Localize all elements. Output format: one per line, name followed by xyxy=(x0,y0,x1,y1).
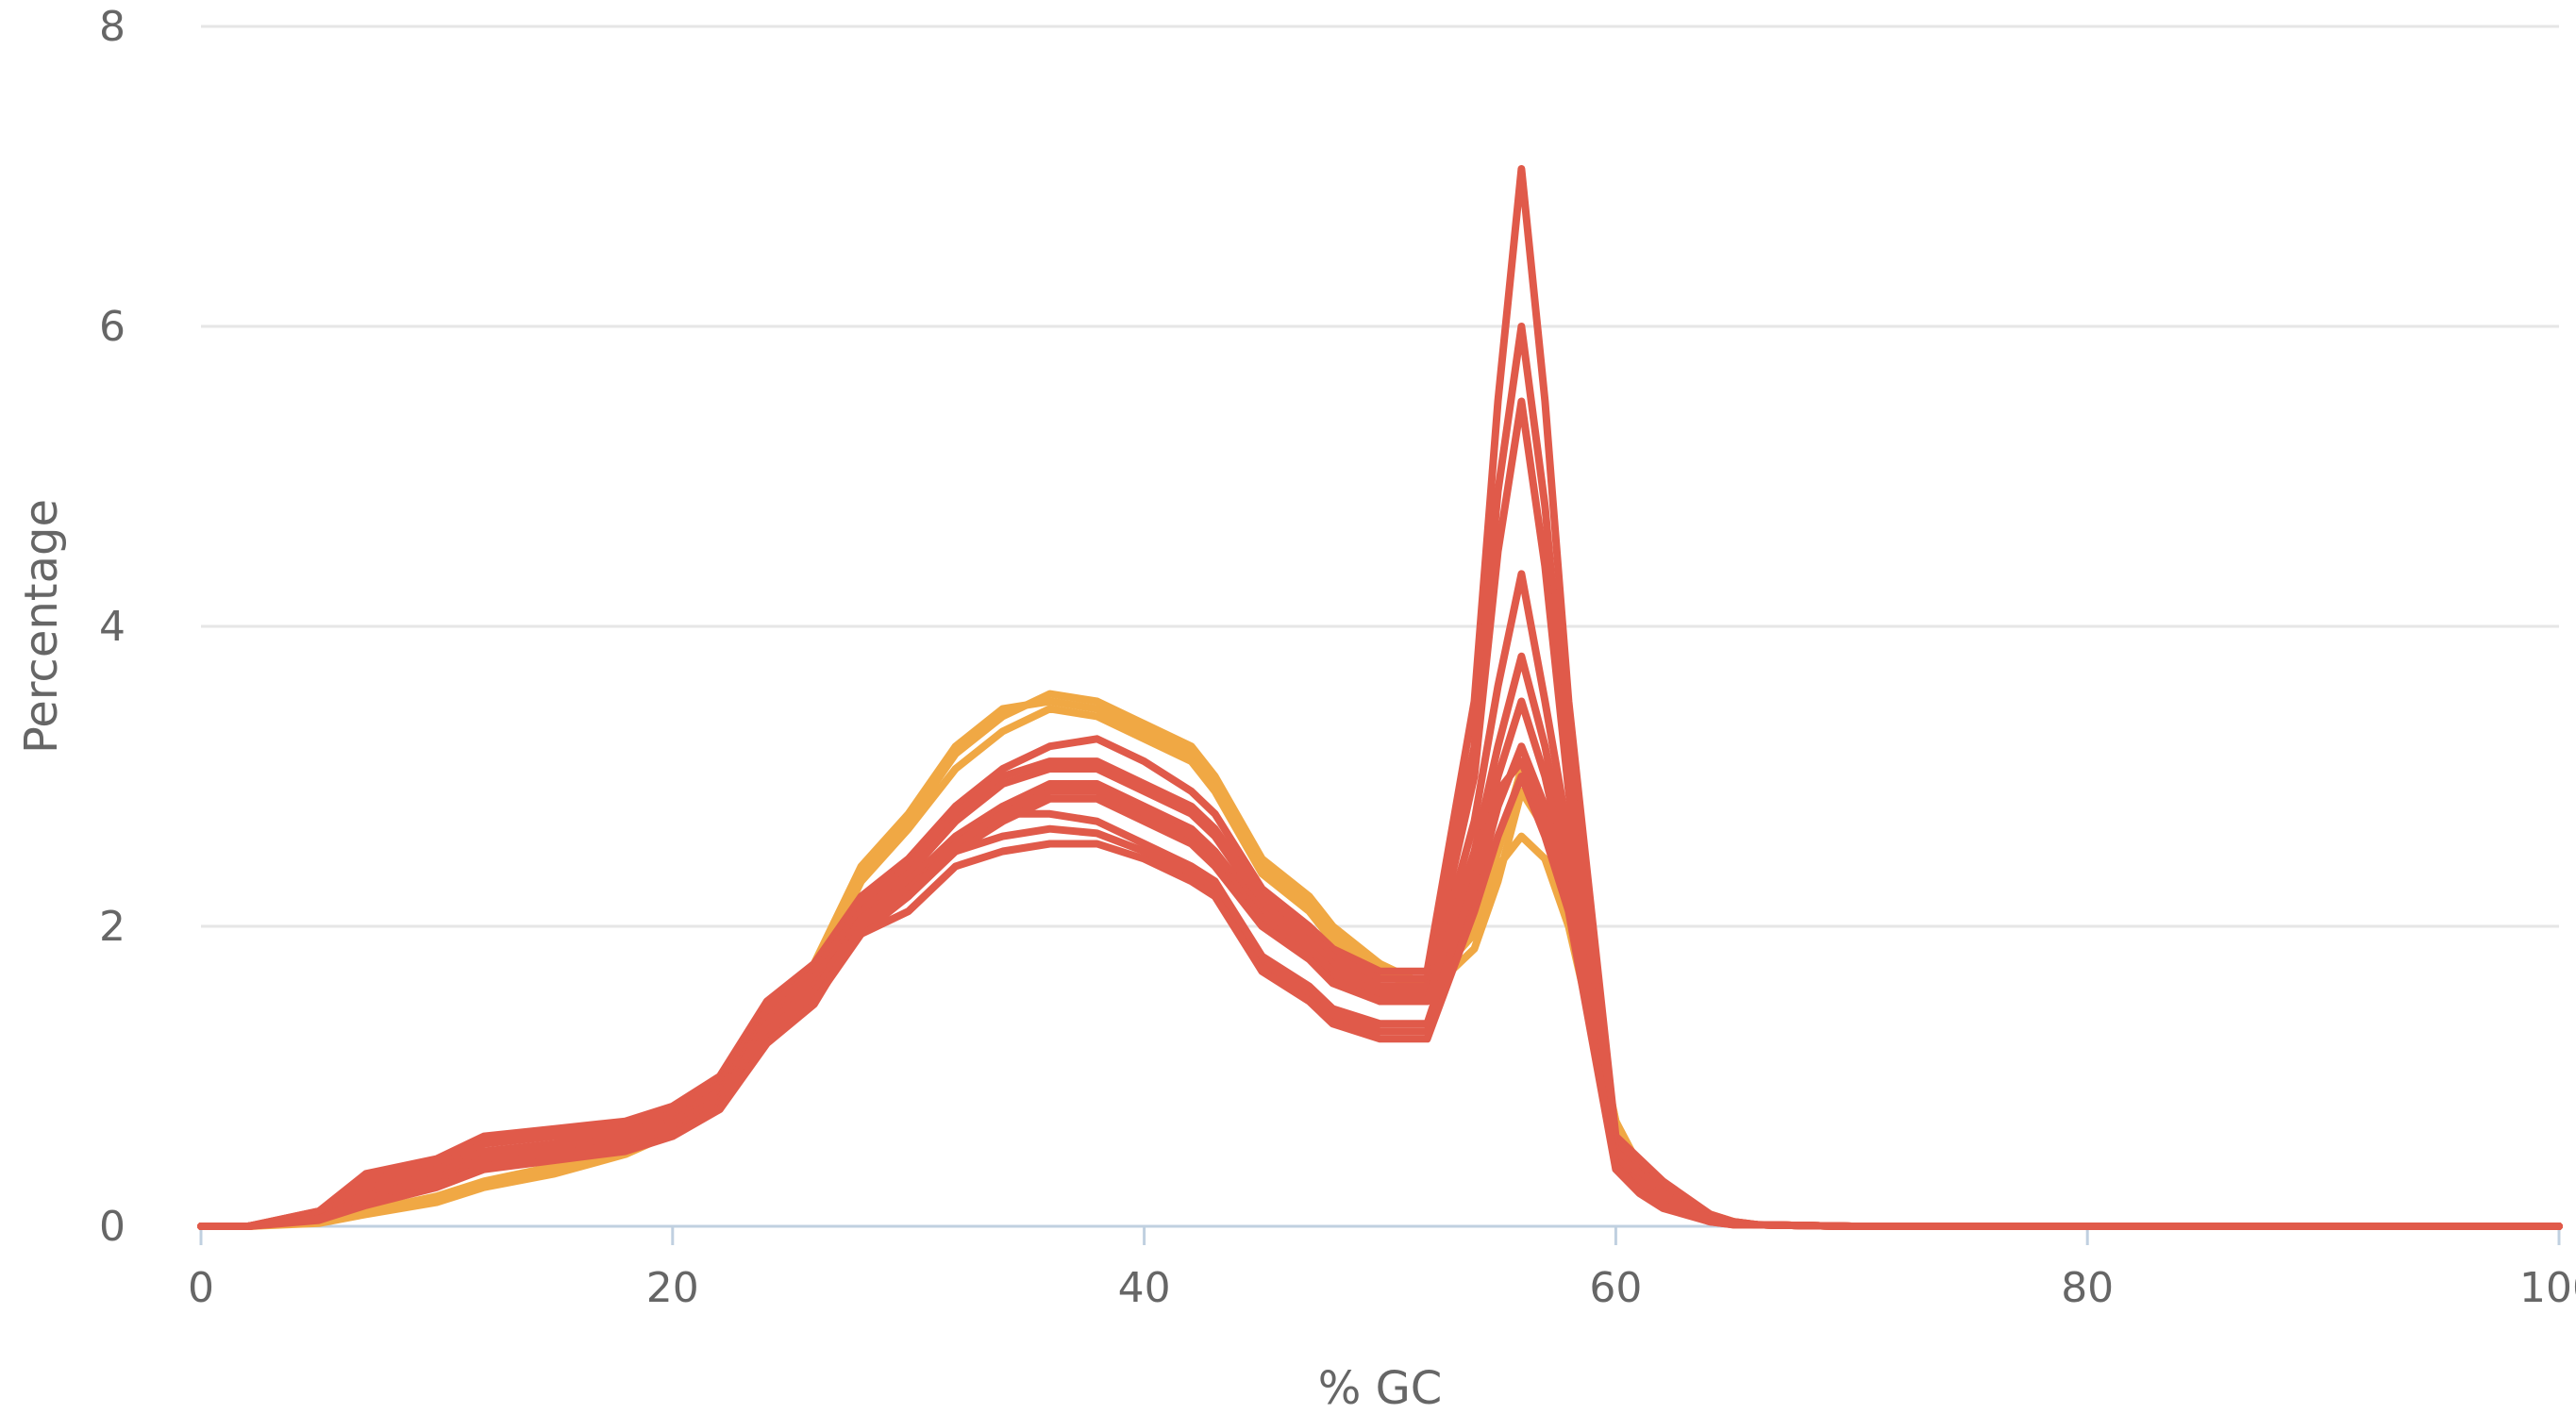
tick-labels: 02468020406080100 xyxy=(99,3,2576,1312)
x-tick-label: 100 xyxy=(2519,1264,2576,1312)
y-tick-label: 6 xyxy=(99,303,125,351)
y-tick-label: 4 xyxy=(99,603,125,651)
y-tick-label: 0 xyxy=(99,1203,125,1251)
x-tick-label: 20 xyxy=(646,1264,699,1312)
x-tick-label: 40 xyxy=(1118,1264,1171,1312)
y-axis-title: Percentage xyxy=(15,499,68,754)
grid-lines xyxy=(201,25,2559,928)
x-tick-label: 80 xyxy=(2061,1264,2114,1312)
series-line-5[interactable] xyxy=(197,323,2563,1230)
y-tick-label: 2 xyxy=(99,903,125,951)
x-tick-label: 60 xyxy=(1589,1264,1642,1312)
x-axis-title: % GC xyxy=(1318,1362,1443,1414)
x-tick-label: 0 xyxy=(188,1264,214,1312)
series-line-6[interactable] xyxy=(197,397,2563,1230)
y-tick-label: 8 xyxy=(99,3,125,51)
series-line-12[interactable] xyxy=(197,757,2563,1230)
series-lines xyxy=(197,165,2563,1230)
